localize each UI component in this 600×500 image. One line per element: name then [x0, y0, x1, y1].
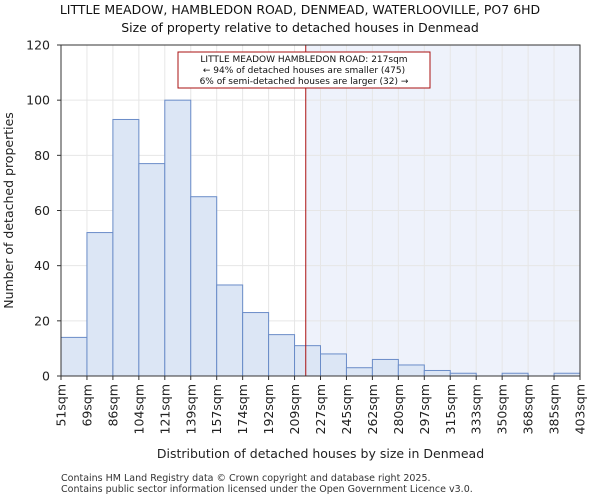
x-tick-label: 121sqm	[157, 384, 172, 434]
bar	[320, 353, 347, 377]
x-tick-label: 280sqm	[391, 384, 406, 434]
x-tick-label: 139sqm	[183, 384, 198, 434]
bar	[371, 358, 399, 377]
x-tick-label: 245sqm	[339, 384, 354, 434]
y-tick-label: 60	[34, 203, 50, 218]
bar	[216, 284, 244, 377]
bar	[423, 369, 451, 377]
bar	[60, 336, 88, 377]
annotation-line-1: LITTLE MEADOW HAMBLEDON ROAD: 217sqm	[200, 55, 407, 65]
bar	[164, 99, 192, 377]
footer-licence: Contains public sector information licen…	[61, 484, 473, 495]
x-axis-label: Distribution of detached houses by size …	[157, 446, 484, 461]
annotation-line-3: 6% of semi-detached houses are larger (3…	[200, 77, 409, 87]
x-tick-label: 350sqm	[495, 384, 510, 434]
y-tick-label: 120	[26, 38, 50, 53]
bar	[190, 196, 218, 377]
x-tick-label: 333sqm	[469, 384, 484, 434]
property-annotation: LITTLE MEADOW HAMBLEDON ROAD: 217sqm ← 9…	[177, 51, 431, 89]
bar	[397, 364, 425, 377]
bar	[112, 118, 140, 377]
x-tick-label: 297sqm	[417, 384, 432, 434]
bar	[268, 334, 296, 377]
annotation-box	[177, 51, 431, 89]
x-tick-label: 86sqm	[105, 384, 120, 427]
y-tick-label: 0	[42, 369, 50, 384]
y-tick-label: 20	[34, 313, 50, 328]
footer-copyright: Contains HM Land Registry data © Crown c…	[61, 473, 431, 484]
y-tick-label: 100	[26, 93, 50, 108]
x-tick-label: 69sqm	[79, 384, 94, 427]
x-tick-label: 174sqm	[235, 384, 250, 434]
x-tick-label: 157sqm	[209, 384, 224, 434]
chart-subtitle: Size of property relative to detached ho…	[121, 20, 479, 35]
annotation-line-2: ← 94% of detached houses are smaller (47…	[203, 66, 405, 76]
x-tick-label: 385sqm	[547, 384, 562, 434]
y-axis-label: Number of detached properties	[1, 112, 16, 309]
y-tick-label: 80	[34, 148, 50, 163]
x-tick-label: 315sqm	[443, 384, 458, 434]
x-tick-label: 51sqm	[54, 384, 69, 427]
x-tick-label: 403sqm	[573, 384, 588, 434]
x-tick-label: 192sqm	[261, 384, 276, 434]
x-tick-label: 368sqm	[521, 384, 536, 434]
x-tick-label: 227sqm	[313, 384, 328, 434]
x-tick-label: 209sqm	[287, 384, 302, 434]
bar	[86, 232, 114, 377]
x-tick-label: 262sqm	[365, 384, 380, 434]
bar	[242, 312, 270, 377]
bar	[294, 345, 321, 377]
x-tick-label: 104sqm	[131, 384, 146, 434]
chart-title: LITTLE MEADOW, HAMBLEDON ROAD, DENMEAD, …	[59, 2, 541, 17]
bar	[138, 163, 166, 377]
y-tick-label: 40	[34, 258, 50, 273]
bar	[345, 367, 373, 377]
